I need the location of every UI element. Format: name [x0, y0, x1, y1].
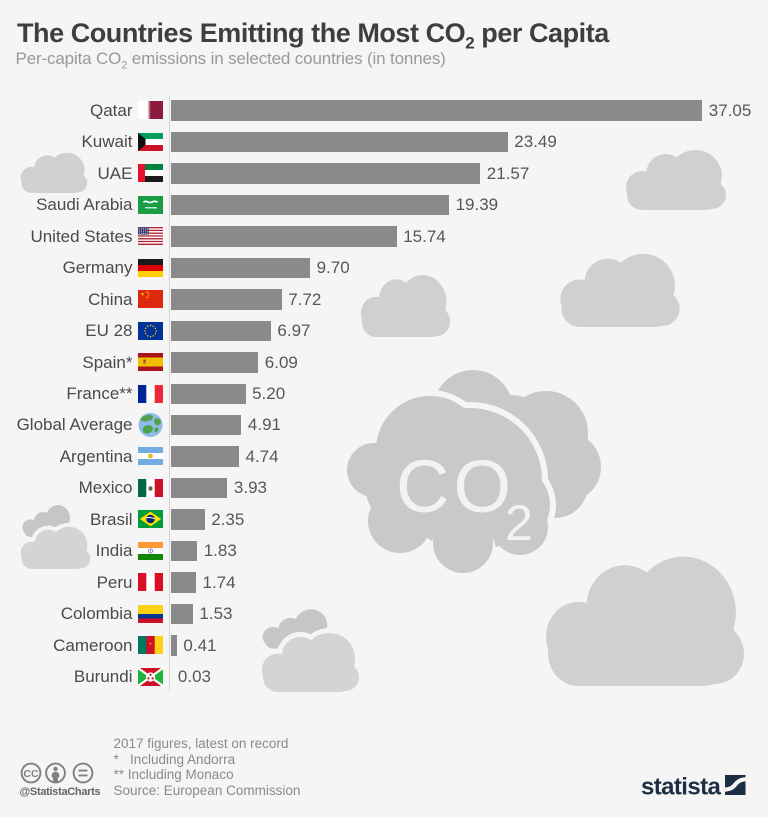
svg-text:2: 2 — [505, 495, 533, 551]
svg-text:CC: CC — [23, 768, 39, 780]
svg-text:statista: statista — [641, 774, 721, 800]
svg-text:CO: CO — [396, 445, 515, 528]
